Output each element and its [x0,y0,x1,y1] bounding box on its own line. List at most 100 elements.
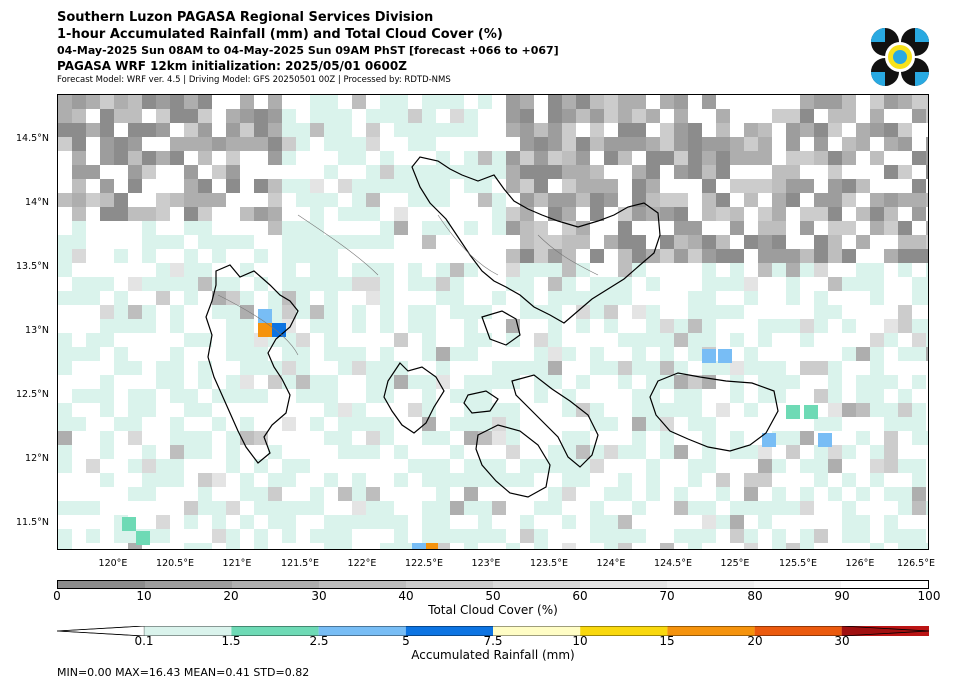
grid-cell [660,277,674,291]
grid-cell [86,151,100,165]
grid-cell [142,389,156,403]
grid-cell [492,445,506,459]
grid-cell [814,179,828,193]
grid-cell [898,487,912,501]
grid-cell [926,137,928,151]
grid-cell [324,109,338,123]
grid-cell [380,417,394,431]
grid-cell [58,123,72,137]
grid-cell [660,431,674,445]
grid-cell [786,277,800,291]
grid-cell [128,431,142,445]
grid-cell [744,389,758,403]
grid-cell [744,347,758,361]
grid-cell [772,179,786,193]
grid-cell [282,123,296,137]
grid-cell [534,459,548,473]
grid-cell [156,249,170,263]
grid-cell [198,389,212,403]
grid-cell [478,151,492,165]
grid-cell [226,431,240,445]
grid-cell [912,95,926,109]
grid-cell [884,375,898,389]
grid-cell [212,375,226,389]
grid-cell [534,137,548,151]
grid-cell [590,389,604,403]
grid-cell [58,277,72,291]
grid-cell [128,403,142,417]
grid-cell [464,291,478,305]
grid-cell [240,487,254,501]
grid-cell [212,403,226,417]
grid-cell [156,137,170,151]
grid-cell [240,249,254,263]
grid-cell [58,333,72,347]
grid-cell [646,445,660,459]
grid-cell [86,123,100,137]
cloud-tick-label: 100 [917,589,941,603]
grid-cell [870,207,884,221]
grid-cell [548,333,562,347]
grid-cell [744,473,758,487]
grid-cell [170,361,184,375]
grid-cell [730,179,744,193]
grid-cell [800,95,814,109]
grid-cell [72,221,86,235]
grid-cell [716,473,730,487]
lon-label: 124.5°E [654,558,692,569]
grid-cell [702,95,716,109]
grid-cell [184,375,198,389]
grid-cell [212,459,226,473]
grid-cell [716,221,730,235]
grid-cell [562,361,576,375]
grid-cell [436,277,450,291]
grid-cell [688,347,702,361]
grid-cell [618,319,632,333]
grid-cell [702,165,716,179]
grid-cell [562,221,576,235]
grid-cell [534,95,548,109]
grid-cell [772,417,786,431]
grid-cell [380,333,394,347]
grid-cell [86,165,100,179]
grid-cell [464,109,478,123]
grid-cell [226,249,240,263]
grid-cell [310,109,324,123]
grid-cell [86,417,100,431]
grid-cell [366,431,380,445]
grid-cell [394,361,408,375]
grid-cell [688,431,702,445]
grid-cell [436,123,450,137]
grid-cell [618,473,632,487]
grid-cell [450,473,464,487]
grid-cell [506,277,520,291]
grid-cell [478,473,492,487]
grid-cell [604,375,618,389]
grid-cell [702,235,716,249]
grid-cell [870,347,884,361]
grid-cell [758,123,772,137]
grid-cell [352,193,366,207]
grid-cell [828,403,842,417]
grid-cell [240,137,254,151]
grid-cell [366,347,380,361]
grid-cell [492,319,506,333]
grid-cell [296,263,310,277]
grid-cell [464,361,478,375]
grid-cell [716,431,730,445]
grid-cell [198,431,212,445]
rain-colorbar-title: Accumulated Rainfall (mm) [411,648,575,662]
grid-cell [254,403,268,417]
grid-cell [114,193,128,207]
grid-cell [156,431,170,445]
grid-cell [548,207,562,221]
grid-cell [702,123,716,137]
grid-cell [156,263,170,277]
grid-cell [786,333,800,347]
grid-cell [716,249,730,263]
grid-cell [674,221,688,235]
grid-cell [100,193,114,207]
grid-cell [772,109,786,123]
grid-cell [394,123,408,137]
grid-cell [212,137,226,151]
